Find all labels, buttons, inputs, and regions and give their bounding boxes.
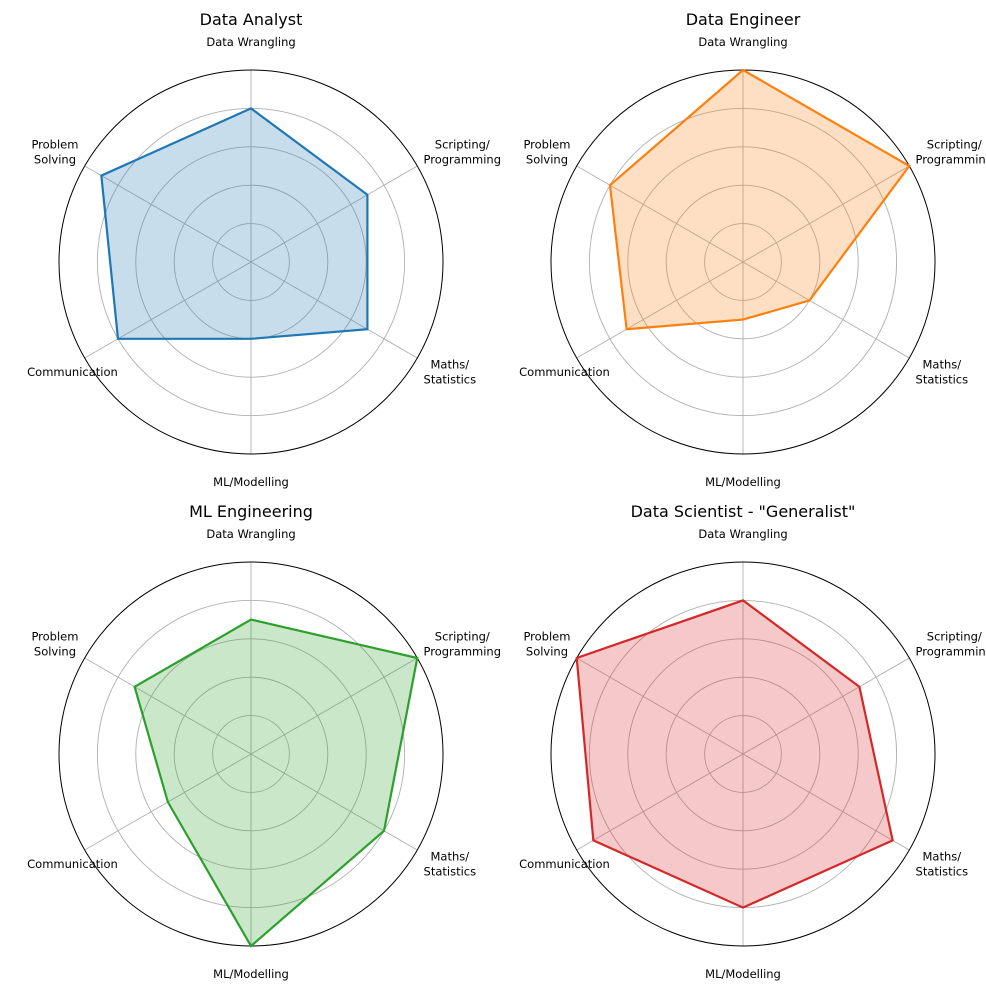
axis-label-ml-modelling: ML/Modelling — [213, 475, 289, 489]
grid-spoke — [576, 657, 744, 755]
chart-title: Data Engineer — [686, 10, 801, 29]
radar-chart-data-engineer: Data Engineer Data Wrangling Scripting/Pro… — [519, 10, 986, 489]
grid-spoke — [576, 753, 744, 851]
series-line — [575, 599, 894, 909]
outer-frame — [550, 561, 936, 947]
grid-spoke — [84, 261, 252, 359]
grid-spoke — [742, 657, 910, 755]
axis-label-problem-solving: Problem Solving — [31, 630, 78, 659]
series-area — [609, 70, 910, 330]
axis-label-ml-modelling: ML/Modelling — [705, 967, 781, 981]
grid-spoke — [742, 753, 910, 851]
series-line — [100, 107, 369, 340]
axis-label-maths-statistics: Maths/Statistics — [424, 850, 477, 879]
chart-title: Data Analyst — [200, 10, 303, 29]
axis-label-ml-modelling: ML/Modelling — [705, 475, 781, 489]
grid-spoke — [742, 261, 910, 359]
axis-label-communication: Communication — [519, 365, 610, 379]
series-area — [576, 600, 893, 908]
grid-spoke — [250, 753, 418, 851]
axis-label-problem-solving: Problem Solving — [31, 138, 78, 167]
axis-label-scripting-programming: Scripting/Programming — [916, 138, 986, 167]
axis-label-communication: Communication — [27, 857, 118, 871]
grid-spoke — [576, 261, 744, 359]
axis-label-scripting-programming: Scripting/Programming — [424, 138, 502, 167]
outer-frame — [58, 69, 444, 455]
series-line — [133, 618, 419, 948]
radar-chart-data-analyst: Data Analyst Data Wrangling Scripting/Prog… — [27, 10, 501, 489]
axis-label-maths-statistics: Maths/Statistics — [916, 850, 969, 879]
grid-spoke — [84, 657, 252, 755]
axis-label-maths-statistics: Maths/Statistics — [916, 358, 969, 387]
grid-spoke — [250, 261, 418, 359]
axis-label-data-wrangling: Data Wrangling — [698, 35, 787, 49]
axis-label-data-wrangling: Data Wrangling — [206, 527, 295, 541]
grid-spoke — [250, 165, 418, 263]
chart-title: ML Engineering — [189, 502, 313, 521]
axis-label-problem-solving: Problem Solving — [523, 630, 570, 659]
axis-label-problem-solving: Problem Solving — [523, 138, 570, 167]
series-line — [608, 68, 911, 331]
grid-spoke — [250, 657, 418, 755]
axis-label-communication: Communication — [519, 857, 610, 871]
axis-label-scripting-programming: Scripting/Programming — [424, 630, 502, 659]
axis-label-communication: Communication — [27, 365, 118, 379]
axis-label-data-wrangling: Data Wrangling — [698, 527, 787, 541]
grid-spoke — [84, 165, 252, 263]
radar-chart-data-scientist-generalist: Data Scientist - "Generalist" Data Wrangl… — [519, 502, 986, 981]
radar-chart-ml-engineering: ML Engineering Data Wrangling Scripting/Pr… — [27, 502, 501, 981]
grid-spoke — [742, 165, 910, 263]
series-area — [101, 108, 368, 339]
series-area — [134, 619, 418, 946]
axis-label-maths-statistics: Maths/Statistics — [424, 358, 477, 387]
axis-label-data-wrangling: Data Wrangling — [206, 35, 295, 49]
axis-label-ml-modelling: ML/Modelling — [213, 967, 289, 981]
grid-spoke — [576, 165, 744, 263]
chart-title: Data Scientist - "Generalist" — [631, 502, 856, 521]
axis-label-scripting-programming: Scripting/Programming — [916, 630, 986, 659]
